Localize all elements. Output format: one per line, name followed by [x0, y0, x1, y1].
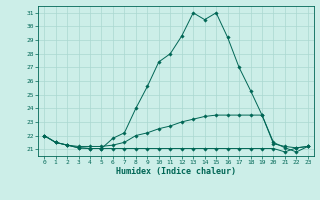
X-axis label: Humidex (Indice chaleur): Humidex (Indice chaleur): [116, 167, 236, 176]
